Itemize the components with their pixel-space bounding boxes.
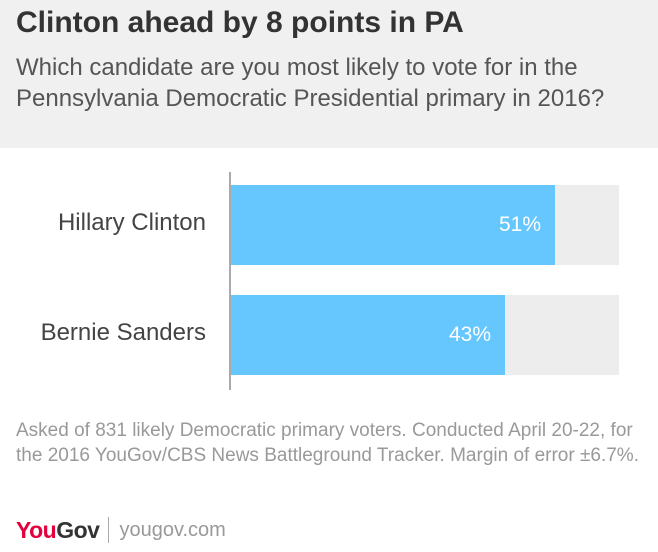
bar-chart: Hillary Clinton 51% Bernie Sanders 43%: [0, 148, 658, 408]
category-axis-line: [229, 172, 231, 390]
category-label: Bernie Sanders: [40, 319, 206, 346]
bar-value-label: 51%: [498, 213, 541, 236]
logo-you: You: [16, 516, 57, 543]
bar: [231, 185, 555, 265]
bar-track: 51%: [231, 185, 619, 265]
site-link[interactable]: yougov.com: [119, 518, 226, 541]
methodology-note: Asked of 831 likely Democratic primary v…: [16, 420, 639, 466]
yougov-logo: YouGov: [16, 516, 100, 544]
bar-track: 43%: [231, 295, 619, 375]
chart-subtitle: Which candidate are you most likely to v…: [16, 54, 605, 112]
category-label: Hillary Clinton: [57, 209, 206, 236]
chart-header: Clinton ahead by 8 points in PA Which ca…: [0, 0, 658, 148]
footer-divider: [108, 517, 110, 543]
logo-gov: Gov: [56, 516, 100, 543]
chart-title: Clinton ahead by 8 points in PA: [16, 6, 464, 39]
bar: [231, 295, 505, 375]
footer: YouGov yougov.com: [16, 514, 226, 546]
bar-value-label: 43%: [448, 323, 491, 346]
